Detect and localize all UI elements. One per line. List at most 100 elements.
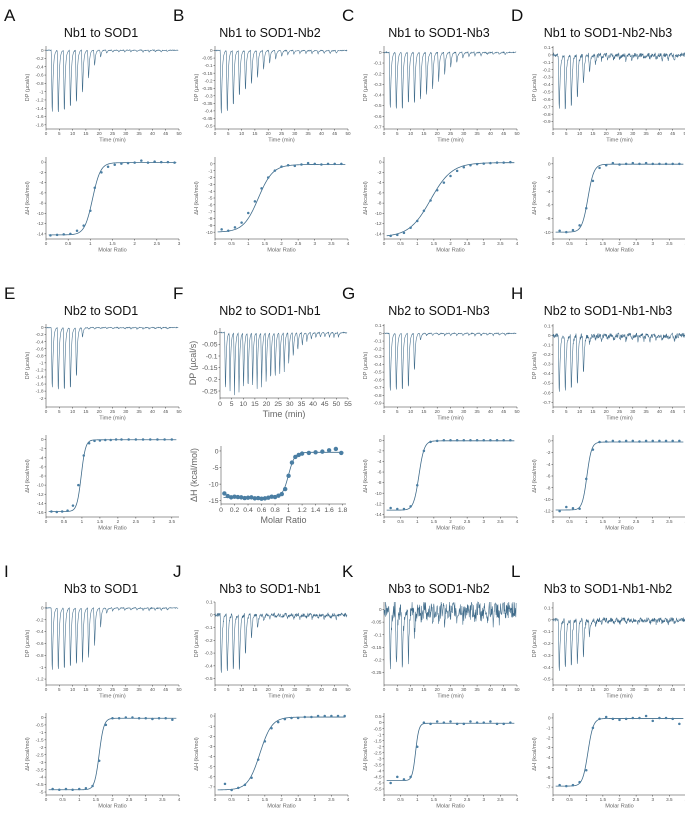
x-tick-label: 1.5 (431, 797, 438, 802)
y-tick-label: -6 (39, 464, 44, 469)
data-point (71, 504, 75, 507)
x-tick-label: 50 (514, 131, 520, 136)
x-tick-label: 2.5 (133, 519, 140, 524)
y-axis-label: DP (µcal/s) (25, 352, 31, 380)
x-tick-label: 0 (552, 797, 555, 802)
data-point (396, 507, 399, 511)
x-tick-label: 1.8 (338, 507, 348, 514)
x-tick-label: 0 (552, 241, 555, 246)
x-tick-label: 45 (163, 131, 169, 136)
dp-trace (552, 616, 685, 671)
data-point (339, 450, 344, 456)
y-tick-label: -10 (37, 483, 44, 488)
y-tick-label: 0 (210, 48, 213, 53)
y-axis-label: DP (µcal/s) (188, 341, 198, 386)
data-point (396, 233, 399, 237)
x-tick-label: 35 (644, 131, 650, 136)
data-point (402, 778, 406, 781)
dp-plot: 0 5 10 15 20 25 30 35 40 45 50 55 0 -0.05 -0.1 -0.15 -0.… (188, 328, 352, 419)
data-point (340, 162, 343, 166)
data-point (106, 165, 110, 168)
fit-curve (386, 162, 515, 237)
x-tick-label: 1.5 (600, 241, 607, 246)
data-point (565, 505, 568, 509)
data-point (482, 721, 485, 724)
y-axis-label: DP (µcal/s) (194, 74, 200, 102)
x-tick-label: 5 (396, 687, 399, 692)
data-point (409, 505, 412, 508)
x-tick-label: 0 (383, 131, 386, 136)
x-tick-label: 3.5 (169, 519, 176, 524)
x-tick-label: 1.5 (600, 797, 607, 802)
data-point (259, 496, 264, 501)
y-tick-label: -3 (39, 760, 44, 765)
y-tick-label: -10 (37, 211, 44, 216)
x-tick-label: 10 (408, 409, 414, 414)
data-point (565, 784, 568, 788)
panel-title: Nb3 to SOD1-Nb2 (388, 582, 489, 596)
x-tick-label: 0.6 (257, 507, 267, 514)
panel-title: Nb3 to SOD1-Nb1 (219, 582, 320, 596)
y-tick-label: -4.5 (36, 782, 44, 787)
y-tick-label: -1.6 (36, 114, 44, 119)
data-point (422, 449, 426, 453)
y-tick-label: -3 (377, 756, 382, 761)
data-point (396, 775, 399, 779)
data-point (585, 207, 588, 210)
y-tick-label: -0.3 (205, 93, 213, 98)
data-point (462, 439, 466, 442)
x-axis-label: Molar Ratio (98, 526, 127, 532)
y-tick-label: -0.7 (543, 400, 551, 405)
data-point (113, 163, 116, 166)
x-tick-label: 25 (274, 401, 282, 408)
x-tick-label: 50 (514, 409, 520, 414)
data-point (644, 439, 648, 443)
dh-plot: 0 0.2 0.4 0.6 0.8 1 1.2 1.4 1.6 1.8 0 -5 -10 -15 Molar… (189, 446, 348, 525)
x-tick-label: 2 (280, 797, 283, 802)
x-tick-label: 15 (252, 131, 258, 136)
data-point (571, 228, 575, 232)
data-point (55, 233, 59, 237)
fit-curve (386, 440, 515, 511)
y-tick-label: -0.6 (374, 114, 382, 119)
fit-curve (217, 716, 346, 791)
y-tick-label: -1.5 (374, 738, 382, 743)
x-tick-label: 2 (280, 241, 283, 246)
x-tick-label: 0 (45, 241, 48, 246)
data-point (75, 229, 79, 233)
data-point (62, 233, 65, 236)
y-tick-label: -12 (37, 221, 44, 226)
data-point (326, 448, 332, 453)
data-point (82, 224, 85, 227)
y-tick-label: -2.5 (36, 752, 44, 757)
x-tick-label: 1.5 (262, 241, 269, 246)
x-tick-label: 50 (683, 131, 685, 136)
x-tick-label: 35 (644, 687, 650, 692)
x-tick-label: 50 (333, 401, 341, 408)
x-tick-label: 15 (83, 409, 89, 414)
x-tick-label: 2.5 (464, 797, 471, 802)
y-tick-label: -0.2 (36, 56, 44, 61)
y-tick-label: -0.15 (371, 645, 382, 650)
x-tick-label: 2 (117, 519, 120, 524)
data-point (104, 438, 107, 442)
y-tick-label: -0.2 (205, 78, 213, 83)
x-tick-label: 25 (617, 687, 623, 692)
y-tick-label: -15 (209, 498, 219, 505)
x-axis-label: Molar Ratio (98, 248, 127, 254)
data-point (117, 716, 121, 720)
data-point (157, 716, 161, 720)
x-tick-label: 45 (163, 409, 169, 414)
x-tick-label: 0.5 (397, 241, 404, 246)
x-tick-label: 0 (45, 131, 48, 136)
x-tick-label: 0 (552, 519, 555, 524)
x-tick-label: 35 (306, 131, 312, 136)
data-point (97, 759, 101, 762)
y-tick-label: -0.4 (374, 93, 382, 98)
y-axis-label: DP (µcal/s) (363, 74, 369, 102)
y-tick-label: -2 (39, 396, 44, 401)
y-tick-label: -0.7 (374, 124, 382, 129)
